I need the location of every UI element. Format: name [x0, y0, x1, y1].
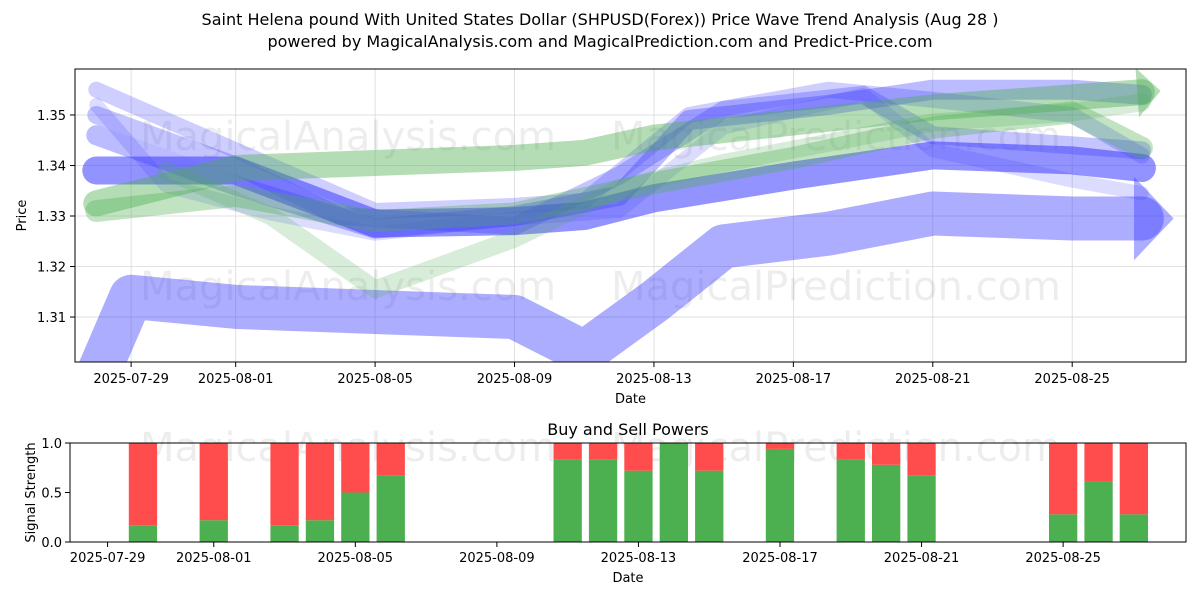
- x-tick-label: 2025-08-13: [616, 372, 692, 387]
- buy-bar: [270, 525, 299, 542]
- y-tick-label: 1.32: [37, 261, 66, 276]
- green-wave-band: [157, 93, 1151, 299]
- y-tick-label: 1.0: [41, 437, 62, 452]
- green-wave-band: [85, 101, 1153, 233]
- watermark: MagicalAnalysis.com: [140, 114, 556, 160]
- price-wave-chart: MagicalAnalysis.com MagicalPrediction.com…: [15, 68, 1187, 407]
- price-y-axis-label: Price: [15, 200, 30, 232]
- buy-bar: [341, 492, 370, 542]
- bars-x-axis-label: Date: [612, 571, 643, 586]
- x-tick-label: 2025-08-13: [601, 551, 677, 566]
- sell-bar: [872, 443, 901, 465]
- buy-bar: [588, 459, 618, 542]
- buy-bar: [659, 443, 688, 542]
- x-tick-label: 2025-08-09: [477, 372, 553, 387]
- sell-bar: [836, 443, 865, 460]
- buy-bar: [695, 470, 724, 542]
- chart-subtitle: powered by MagicalAnalysis.com and Magic…: [267, 32, 933, 51]
- x-tick-label: 2025-08-25: [1025, 551, 1101, 566]
- buy-bar: [376, 475, 405, 542]
- blue-wave-arrowhead: [1134, 176, 1174, 261]
- x-tick-label: 2025-07-29: [93, 372, 169, 387]
- green-wave-arrowhead: [1135, 69, 1161, 118]
- y-tick-label: 1.35: [37, 109, 66, 124]
- buy-bar: [128, 525, 158, 542]
- buy-bar: [553, 459, 582, 542]
- sell-bar: [1049, 443, 1078, 515]
- x-tick-label: 2025-07-29: [70, 551, 146, 566]
- buy-bar: [765, 448, 795, 542]
- buy-bar: [836, 459, 865, 542]
- bars-y-axis-label: Signal Strength: [24, 442, 39, 542]
- watermark: MagicalAnalysis.com: [140, 264, 556, 310]
- green-wave-band: [83, 79, 1155, 217]
- sell-bar: [128, 443, 158, 526]
- sell-bar: [270, 443, 299, 526]
- buy-bar: [1084, 481, 1113, 542]
- sell-bar: [199, 443, 228, 521]
- sell-bar: [305, 443, 335, 521]
- sell-bar: [765, 443, 795, 449]
- x-tick-label: 2025-08-21: [895, 372, 971, 387]
- blue-wave-band: [86, 79, 1152, 239]
- x-tick-label: 2025-08-17: [742, 551, 818, 566]
- sell-bar: [1119, 443, 1148, 515]
- sell-bar: [341, 443, 370, 493]
- x-tick-label: 2025-08-21: [884, 551, 960, 566]
- blue-wave-band: [82, 141, 1156, 238]
- watermark: MagicalPrediction.com: [611, 264, 1061, 310]
- price-plot-frame: [74, 68, 1187, 363]
- buy-bar: [199, 520, 228, 542]
- buy-bar: [624, 470, 653, 542]
- y-tick-label: 1.33: [37, 210, 66, 225]
- x-tick-label: 2025-08-01: [176, 551, 252, 566]
- sell-bar: [695, 443, 724, 471]
- y-tick-label: 0.5: [41, 487, 62, 502]
- y-tick-label: 1.34: [37, 159, 66, 174]
- buy-bar: [305, 520, 335, 542]
- buy-bar: [872, 464, 901, 542]
- blue-wave-band: [88, 81, 1150, 219]
- x-tick-label: 2025-08-25: [1034, 372, 1110, 387]
- sell-bar: [624, 443, 653, 471]
- blue-wave-band: [89, 87, 1149, 241]
- y-tick-label: 1.31: [37, 311, 66, 326]
- blue-wave-band: [87, 85, 1151, 236]
- sell-bar: [376, 443, 405, 476]
- sell-bar: [907, 443, 936, 476]
- price-x-axis-label: Date: [615, 392, 646, 407]
- buy-bar: [907, 475, 936, 542]
- x-tick-label: 2025-08-17: [756, 372, 832, 387]
- buy-bar: [1049, 514, 1078, 542]
- blue-wave-band: [79, 191, 1164, 362]
- x-tick-label: 2025-08-01: [198, 372, 274, 387]
- chart-title: Saint Helena pound With United States Do…: [201, 10, 999, 29]
- y-tick-label: 0.0: [41, 536, 62, 551]
- sell-bar: [588, 443, 618, 460]
- buy-sell-title: Buy and Sell Powers: [547, 420, 709, 439]
- x-tick-label: 2025-08-05: [318, 551, 394, 566]
- x-tick-label: 2025-08-05: [337, 372, 413, 387]
- sell-bar: [553, 443, 582, 460]
- x-tick-label: 2025-08-09: [459, 551, 535, 566]
- buy-sell-powers-chart: Buy and Sell Powers MagicalAnalysis.comM…: [24, 420, 1187, 586]
- buy-bar: [1119, 514, 1148, 542]
- sell-bar: [1084, 443, 1113, 482]
